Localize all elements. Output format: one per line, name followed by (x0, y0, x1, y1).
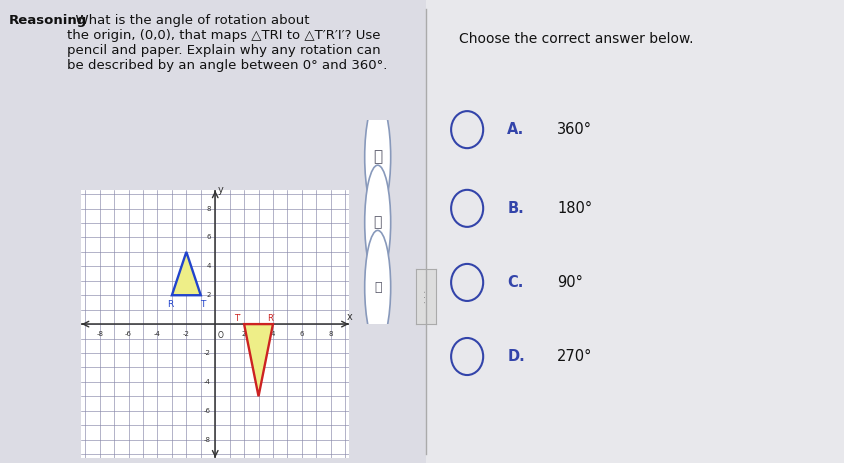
Text: B.: B. (507, 201, 524, 216)
Text: y: y (218, 185, 223, 195)
Text: 270°: 270° (557, 349, 592, 364)
Text: 4: 4 (207, 263, 211, 269)
Text: · · ·: · · · (422, 290, 430, 303)
Text: -8: -8 (204, 437, 211, 443)
Text: T′: T′ (234, 313, 241, 323)
Text: C.: C. (507, 275, 523, 290)
Text: 90°: 90° (557, 275, 583, 290)
Text: 180°: 180° (557, 201, 592, 216)
Text: -4: -4 (154, 331, 161, 337)
Polygon shape (172, 252, 201, 295)
Text: R′: R′ (267, 313, 274, 323)
Text: -6: -6 (204, 408, 211, 414)
Text: 4: 4 (271, 331, 275, 337)
Text: 2: 2 (242, 331, 246, 337)
Circle shape (365, 165, 391, 279)
Text: 6: 6 (207, 234, 211, 240)
Text: What is the angle of rotation about
the origin, (0,0), that maps △TRI to △T′R′I′: What is the angle of rotation about the … (68, 14, 387, 72)
Text: 8: 8 (207, 206, 211, 212)
Text: A.: A. (507, 122, 524, 137)
Text: -8: -8 (96, 331, 103, 337)
Text: D.: D. (507, 349, 525, 364)
Text: x: x (347, 313, 352, 323)
Text: -2: -2 (183, 331, 190, 337)
Text: 360°: 360° (557, 122, 592, 137)
Text: 2: 2 (207, 292, 211, 298)
Text: -4: -4 (204, 379, 211, 385)
Text: Choose the correct answer below.: Choose the correct answer below. (459, 32, 694, 46)
Text: 6: 6 (300, 331, 304, 337)
Circle shape (365, 231, 391, 344)
Text: -2: -2 (204, 350, 211, 356)
Text: ⧉: ⧉ (374, 281, 381, 294)
Circle shape (365, 100, 391, 214)
Text: O: O (218, 331, 224, 339)
Text: 8: 8 (328, 331, 333, 337)
Polygon shape (244, 324, 273, 396)
Text: Reasoning: Reasoning (8, 14, 87, 27)
Text: -6: -6 (125, 331, 133, 337)
Text: ⌕: ⌕ (373, 150, 382, 164)
Text: ⌕: ⌕ (374, 215, 381, 229)
Text: R: R (167, 300, 174, 309)
Text: T: T (200, 300, 206, 309)
